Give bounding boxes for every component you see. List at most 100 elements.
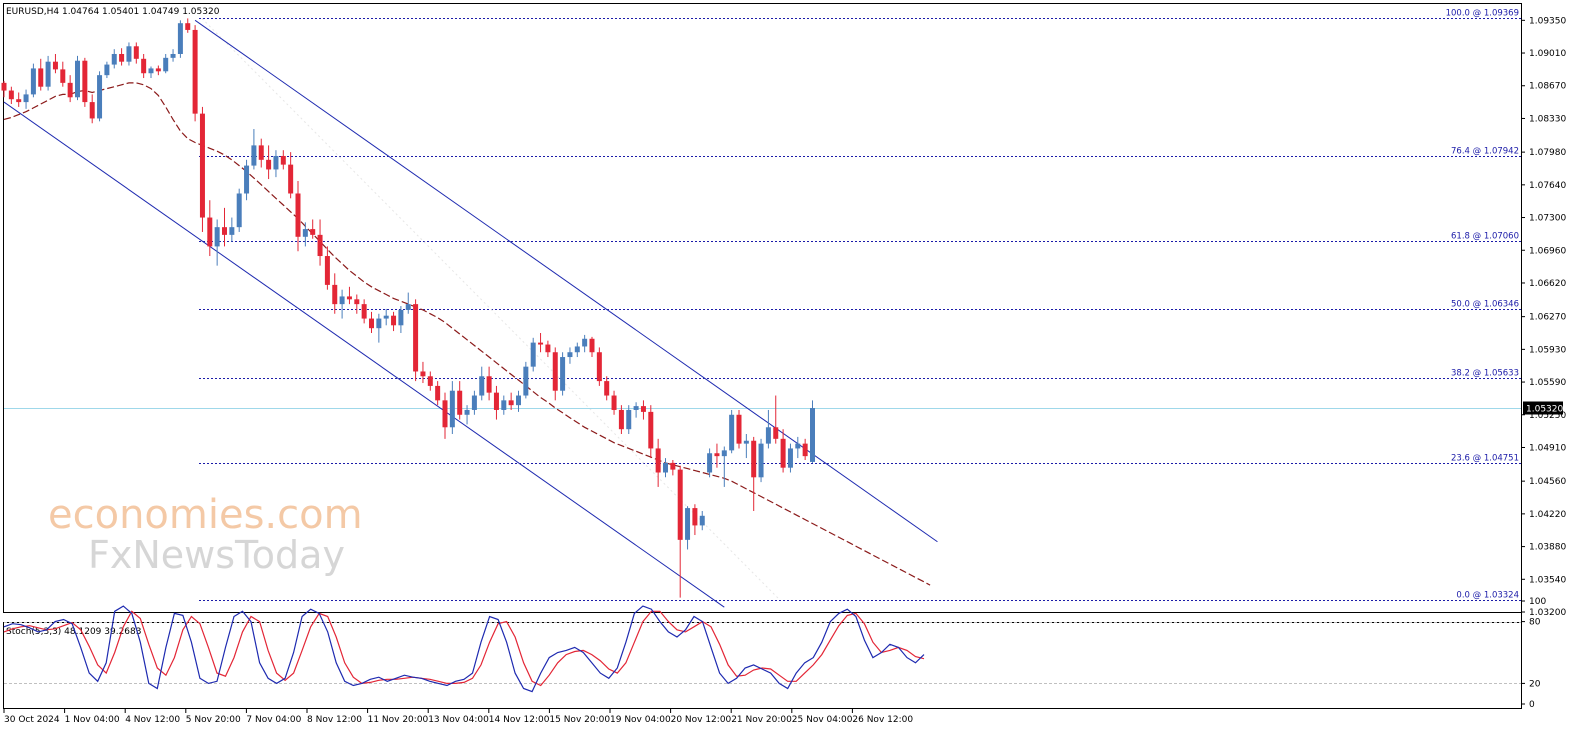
- candle: [383, 308, 389, 326]
- candle: [391, 311, 397, 332]
- candle: [214, 219, 220, 266]
- candle-body: [280, 155, 286, 165]
- candle: [302, 222, 308, 247]
- candle: [582, 334, 588, 353]
- candle: [449, 381, 455, 435]
- candle: [111, 49, 117, 69]
- candle-body: [758, 443, 764, 478]
- candle: [501, 395, 507, 415]
- candle-body: [795, 443, 801, 449]
- candle-body: [192, 29, 198, 114]
- moving-average: [3, 82, 931, 586]
- candle-body: [177, 23, 183, 54]
- candle-body: [376, 318, 382, 329]
- candle: [332, 273, 338, 314]
- candle: [626, 405, 632, 435]
- candle-body: [501, 400, 507, 410]
- candle-body: [8, 90, 14, 100]
- moving-average-line: [3, 82, 931, 586]
- candle: [258, 138, 264, 168]
- candle-body: [640, 406, 646, 412]
- candle-body: [214, 227, 220, 247]
- candle: [552, 347, 558, 401]
- channel-lower-line: [3, 101, 725, 608]
- candle-body: [391, 315, 397, 326]
- candle: [530, 337, 536, 372]
- price-tick-label: 1.05590: [1529, 378, 1566, 388]
- candle-body: [626, 409, 632, 430]
- fib-level-label: 23.6 @ 1.04751: [1451, 454, 1519, 464]
- time-tick-label: 14 Nov 12:00: [489, 715, 550, 725]
- time-tick-label: 15 Nov 20:00: [549, 715, 610, 725]
- candle-body: [45, 61, 51, 87]
- candle: [751, 436, 757, 511]
- candle: [633, 402, 639, 418]
- candle: [721, 446, 727, 487]
- candle-body: [369, 318, 374, 329]
- candle-body: [60, 69, 66, 83]
- price-tick-label: 1.05250: [1529, 411, 1566, 421]
- candle: [398, 306, 404, 333]
- time-tick-label: 8 Nov 12:00: [307, 715, 362, 725]
- price-tick-label: 1.07980: [1529, 148, 1566, 158]
- candle-body: [493, 392, 499, 410]
- candle-body: [148, 68, 154, 74]
- candle: [60, 61, 66, 87]
- candle: [310, 219, 316, 239]
- candle-body: [229, 227, 235, 235]
- candle-body: [251, 145, 257, 166]
- candle-body: [346, 296, 352, 300]
- candle-body: [538, 342, 544, 345]
- fib-level-label: 76.4 @ 1.07942: [1451, 147, 1519, 157]
- candle: [677, 465, 683, 598]
- candle-body: [199, 113, 205, 218]
- candle-body: [633, 406, 639, 410]
- candle: [126, 42, 132, 66]
- candle-body: [780, 438, 786, 468]
- candle-body: [787, 448, 793, 468]
- candle-body: [707, 453, 713, 473]
- candle-body: [516, 395, 521, 406]
- candle-body: [317, 234, 323, 257]
- time-tick-label: 13 Nov 04:00: [428, 715, 489, 725]
- candlesticks: [1, 18, 815, 598]
- stochastic-tick-label: 80: [1529, 618, 1541, 628]
- candle-body: [699, 515, 705, 526]
- candle-body: [30, 68, 36, 95]
- candle: [67, 75, 73, 103]
- fib-level-label: 0.0 @ 1.03324: [1456, 591, 1519, 601]
- candle-body: [743, 440, 749, 444]
- stochastic-tick-label: 100: [1529, 597, 1546, 607]
- watermark-economies: economies.com: [48, 492, 363, 538]
- candle-body: [655, 448, 661, 473]
- candle: [787, 443, 793, 473]
- candle: [589, 336, 595, 358]
- candle-body: [567, 352, 573, 358]
- candle: [97, 71, 103, 122]
- time-tick-label: 20 Nov 12:00: [671, 715, 732, 725]
- candle: [222, 207, 227, 247]
- candle: [802, 438, 808, 460]
- candle-body: [67, 82, 73, 98]
- candle-body: [736, 414, 742, 444]
- candle-body: [133, 46, 139, 59]
- candle: [810, 400, 815, 463]
- candle-body: [582, 338, 588, 347]
- candle: [266, 145, 272, 180]
- candle-body: [273, 155, 279, 170]
- candle: [280, 150, 286, 170]
- candle-body: [89, 102, 95, 119]
- candle: [523, 361, 529, 399]
- candle: [361, 299, 367, 324]
- candle-body: [398, 309, 404, 326]
- candle: [52, 53, 58, 74]
- time-tick-label: 1 Nov 04:00: [65, 715, 120, 725]
- time-tick-label: 21 Nov 20:00: [731, 715, 792, 725]
- price-tick-label: 1.09350: [1529, 16, 1566, 26]
- price-tick-label: 1.08330: [1529, 114, 1566, 124]
- watermark-fxnewstoday: FxNewsToday: [88, 533, 345, 577]
- candle: [758, 438, 764, 483]
- candle: [420, 361, 426, 384]
- candle: [560, 352, 566, 396]
